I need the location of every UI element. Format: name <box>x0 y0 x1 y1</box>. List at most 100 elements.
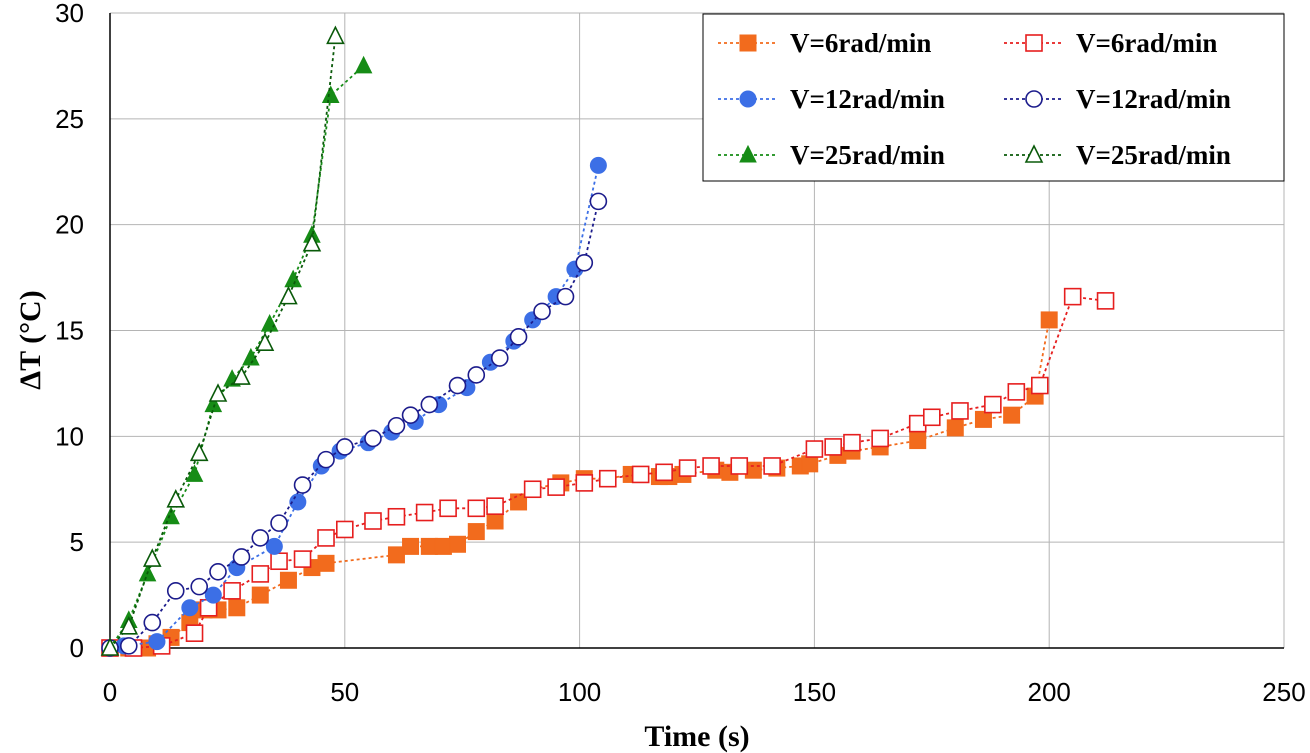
y-tick-label: 30 <box>55 0 84 28</box>
data-point <box>228 599 246 617</box>
data-point <box>467 523 485 541</box>
data-point <box>486 497 504 515</box>
data-point <box>449 535 467 553</box>
legend-entry-2: V=12rad/min <box>718 84 945 114</box>
data-point <box>575 253 594 272</box>
data-point <box>293 476 312 494</box>
data-point <box>387 507 406 526</box>
data-point <box>119 616 139 635</box>
data-point <box>335 438 354 456</box>
data-point <box>279 571 297 589</box>
data-point <box>589 192 608 211</box>
data-point <box>270 552 288 571</box>
data-point <box>1040 311 1058 329</box>
data-point <box>232 366 251 385</box>
data-point <box>326 25 345 45</box>
data-point <box>387 416 406 435</box>
data-point <box>523 480 542 499</box>
data-point <box>364 512 382 530</box>
legend: V=6rad/min V=6rad/min V=12rad/min V=12rad/m… <box>702 13 1285 182</box>
data-point <box>208 383 228 402</box>
x-tick-label: 200 <box>1028 677 1071 707</box>
legend-box <box>702 13 1285 182</box>
data-point <box>824 438 842 456</box>
data-point <box>420 395 439 414</box>
series-1 <box>101 287 1115 657</box>
data-point <box>984 395 1002 414</box>
data-point <box>598 469 617 488</box>
data-point <box>265 537 283 555</box>
data-point <box>166 582 185 600</box>
data-point <box>190 577 209 596</box>
data-point <box>335 520 354 539</box>
legend-label: V=12rad/min <box>1076 84 1231 114</box>
legend-marker <box>1025 90 1043 108</box>
data-point <box>556 287 575 306</box>
data-point <box>946 419 964 437</box>
data-point <box>533 302 551 321</box>
data-point <box>805 440 824 458</box>
legend-entry-5: V=25rad/min <box>1004 140 1231 170</box>
data-point <box>317 554 335 572</box>
data-point <box>166 489 186 508</box>
data-point <box>1063 287 1082 306</box>
y-tick-labels: 0 5 10 15 20 25 30 <box>55 0 84 663</box>
data-point <box>547 478 565 496</box>
data-point <box>364 429 382 448</box>
data-point <box>354 55 373 74</box>
data-point <box>974 410 992 428</box>
legend-marker <box>1025 34 1043 52</box>
data-point <box>162 506 180 525</box>
legend-label: V=25rad/min <box>790 140 945 170</box>
legend-entry-4: V=25rad/min <box>718 140 945 170</box>
legend-marker <box>739 144 757 163</box>
data-point <box>909 432 927 450</box>
data-point <box>204 586 222 604</box>
data-point <box>871 429 889 448</box>
data-point <box>402 537 420 555</box>
legend-label: V=12rad/min <box>790 84 945 114</box>
data-point <box>1096 292 1115 310</box>
data-point <box>142 548 162 567</box>
y-tick-label: 10 <box>55 421 84 451</box>
data-point <box>415 503 434 522</box>
series-5 <box>100 25 345 656</box>
data-point <box>255 332 275 352</box>
legend-entry-3: V=12rad/min <box>1004 84 1231 114</box>
data-point <box>232 548 251 566</box>
data-point <box>467 499 486 518</box>
data-point <box>251 565 270 583</box>
data-point <box>631 465 650 484</box>
series-line <box>109 165 600 649</box>
data-point <box>279 285 298 305</box>
data-point <box>185 624 204 642</box>
series-layer <box>100 25 1115 657</box>
data-point <box>448 376 467 395</box>
legend-marker <box>1024 144 1044 163</box>
legend-marker <box>739 34 757 52</box>
axes <box>109 13 1284 649</box>
data-point <box>185 464 204 482</box>
legend-marker <box>739 90 757 108</box>
y-tick-label: 20 <box>55 210 84 240</box>
data-point <box>575 474 594 492</box>
x-tick-label: 0 <box>103 677 117 707</box>
data-point <box>702 457 720 475</box>
legend-label: V=6rad/min <box>1076 28 1217 58</box>
legend-entry-1: V=6rad/min <box>1004 28 1217 58</box>
data-point <box>490 349 509 367</box>
data-point <box>678 459 697 477</box>
series-3 <box>101 192 608 657</box>
y-tick-label: 5 <box>70 527 84 557</box>
data-point <box>467 366 486 384</box>
data-point <box>801 455 819 473</box>
x-tick-label: 250 <box>1262 677 1305 707</box>
data-point <box>843 433 861 452</box>
data-point <box>293 550 312 568</box>
data-point <box>401 406 420 424</box>
x-tick-label: 100 <box>558 677 601 707</box>
data-point <box>189 442 209 462</box>
data-point <box>251 586 269 604</box>
x-axis-label: Time (s) <box>644 720 749 753</box>
